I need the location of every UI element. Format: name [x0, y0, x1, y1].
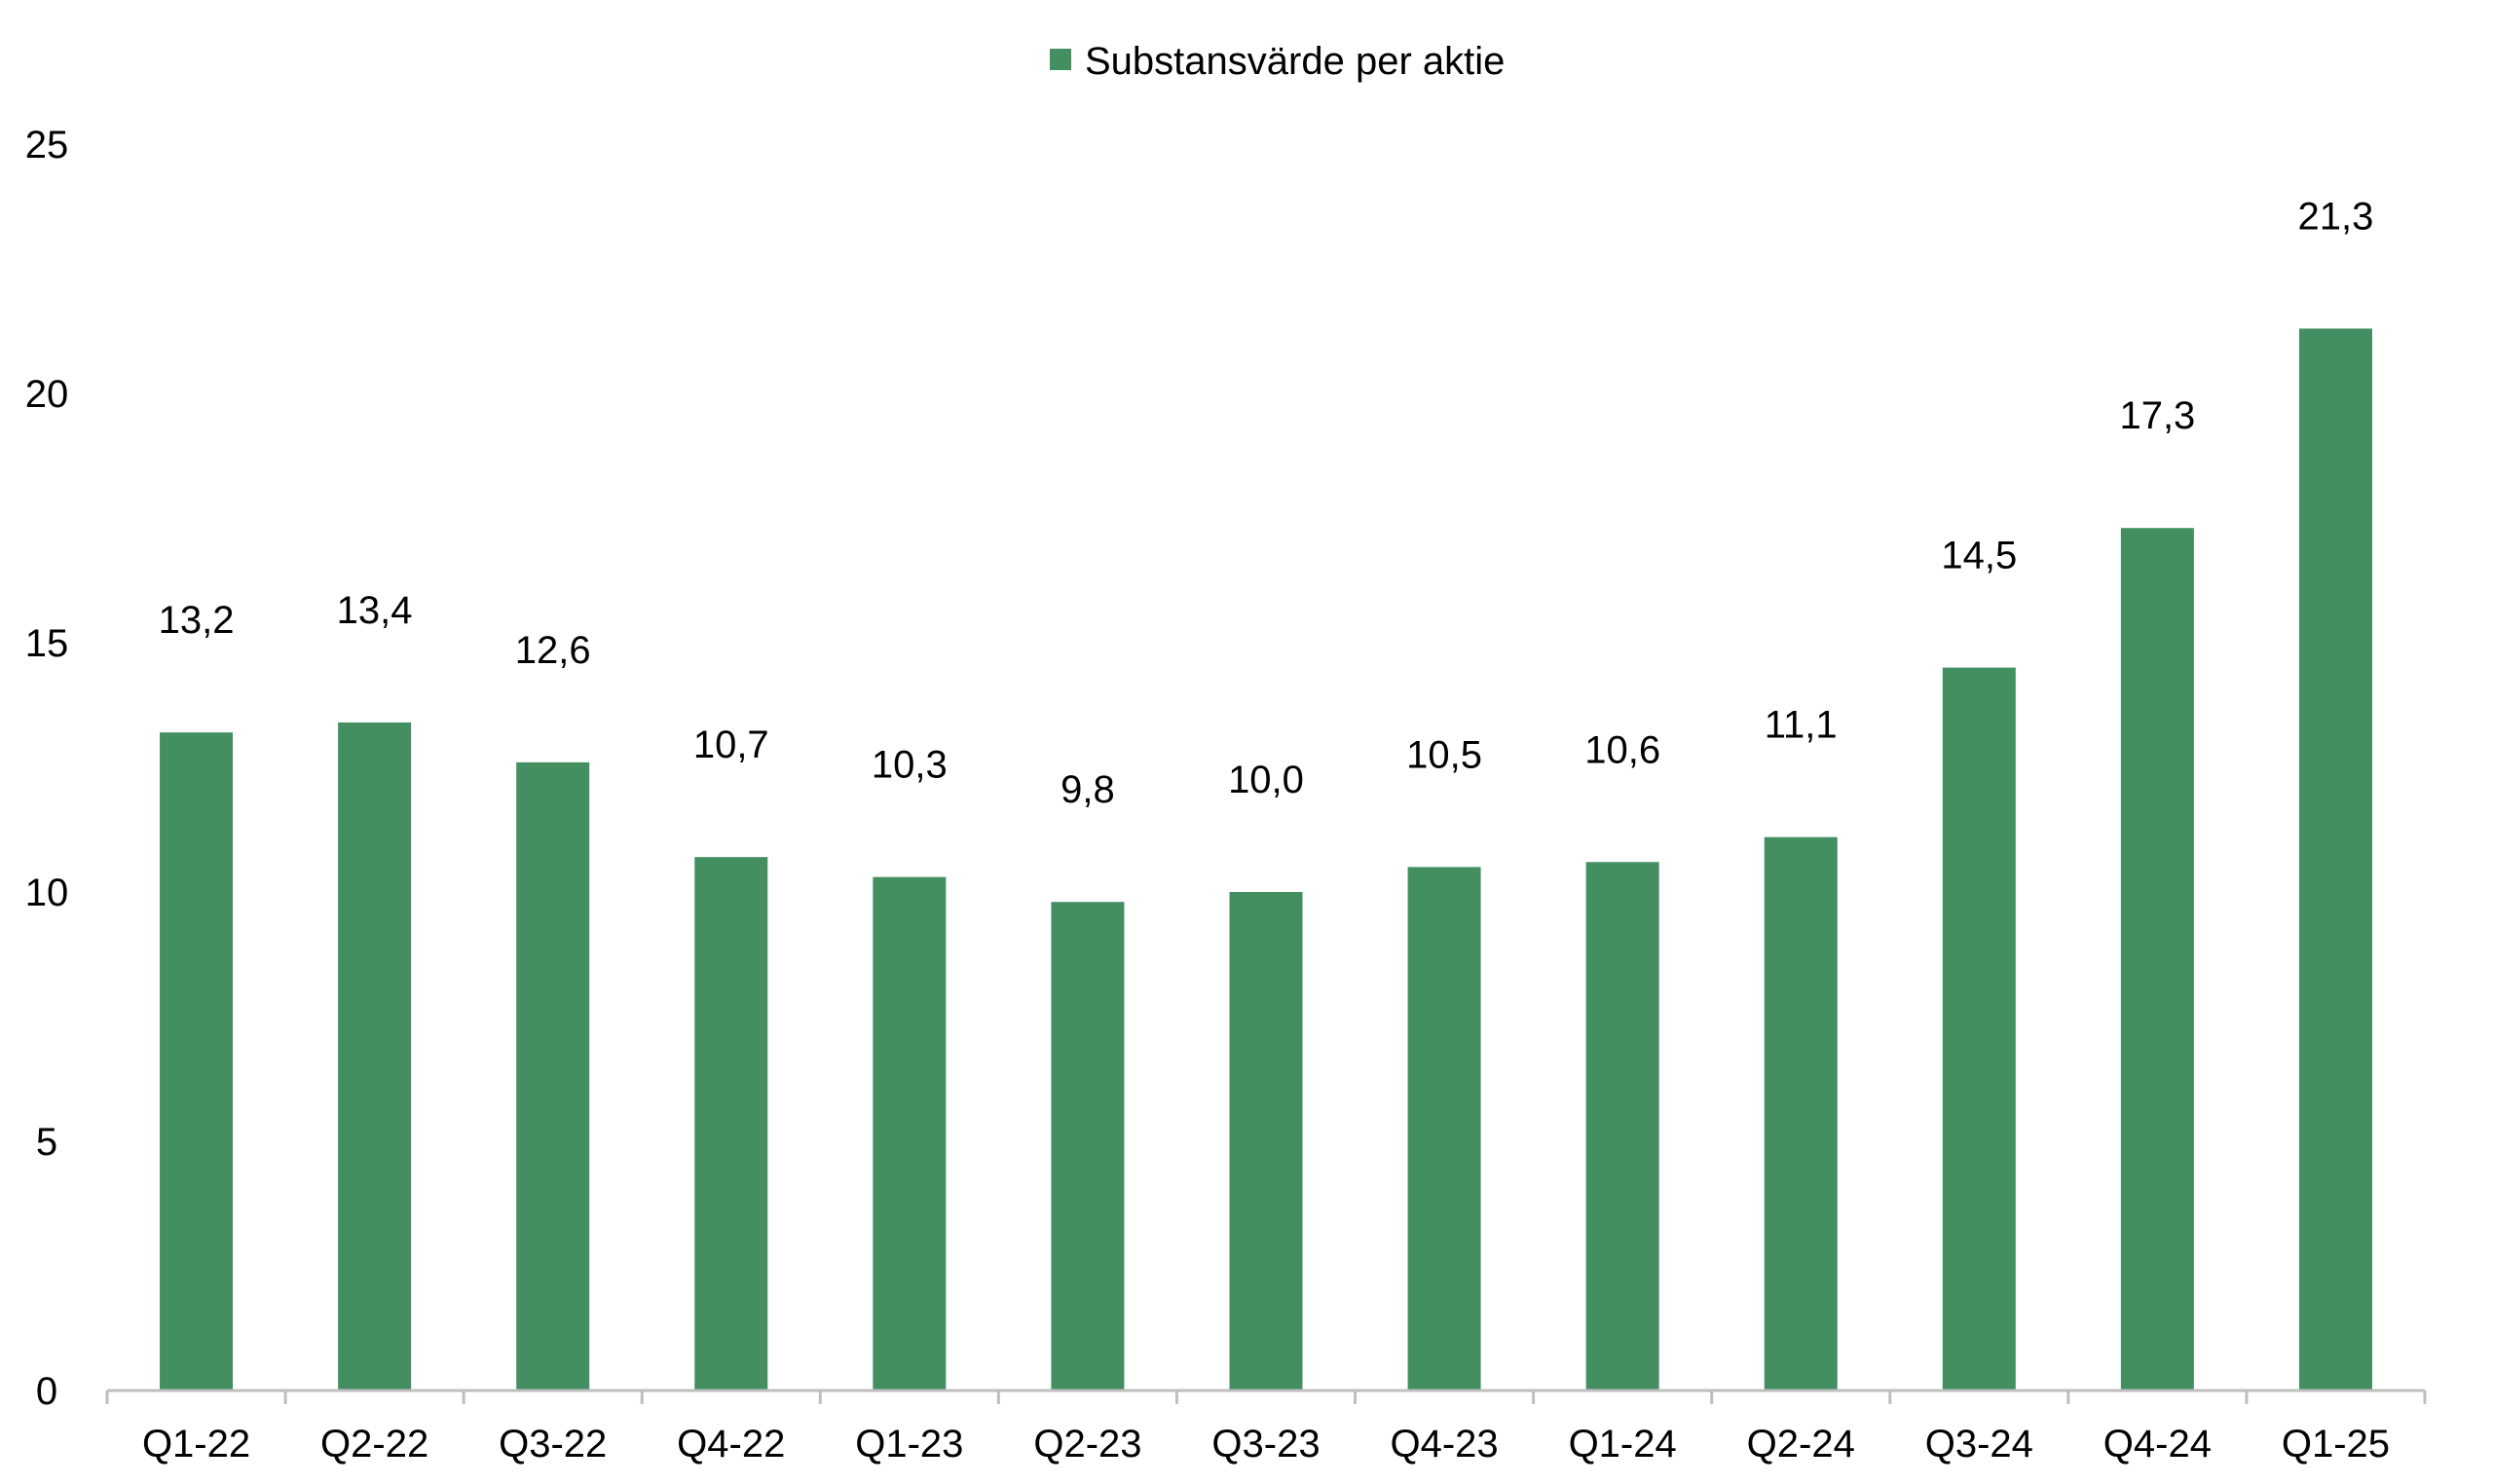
data-label: 13,4 [337, 589, 413, 632]
bar [873, 876, 947, 1391]
data-label: 10,7 [693, 723, 769, 766]
data-label: 10,6 [1584, 728, 1660, 771]
legend-label: Substansvärde per aktie [1085, 40, 1505, 83]
bar [1229, 892, 1303, 1391]
bar [1585, 862, 1659, 1391]
y-tick-label: 25 [25, 124, 69, 167]
data-label: 10,3 [872, 744, 948, 787]
bar [694, 857, 768, 1391]
bar [338, 722, 412, 1391]
data-label: 21,3 [2298, 195, 2374, 238]
x-tick-label: Q4-22 [677, 1423, 785, 1465]
data-label: 12,6 [515, 629, 591, 672]
x-tick-label: Q2-22 [320, 1423, 428, 1465]
x-tick-label: Q3-23 [1211, 1423, 1320, 1465]
bar [1051, 902, 1125, 1391]
y-tick-label: 15 [25, 622, 69, 665]
data-label: 13,2 [159, 599, 235, 642]
y-tick-label: 10 [25, 872, 69, 914]
data-label: 10,5 [1406, 733, 1482, 776]
bar [2298, 328, 2372, 1391]
x-tick-label: Q1-22 [142, 1423, 250, 1465]
data-label: 10,0 [1228, 759, 1304, 801]
bars [160, 328, 2372, 1391]
bar [2120, 528, 2194, 1391]
y-tick-label: 5 [36, 1121, 57, 1164]
x-tick-label: Q3-22 [499, 1423, 607, 1465]
y-axis: 0 5 10 15 20 25 [25, 124, 69, 1413]
legend-swatch [1050, 49, 1071, 70]
x-tick-label: Q1-23 [855, 1423, 963, 1465]
x-axis: Q1-22 Q2-22 Q3-22 Q4-22 Q1-23 Q2-23 Q3-23 Q4-23… [105, 1389, 2427, 1465]
y-tick-label: 0 [36, 1370, 57, 1413]
x-tick-label: Q2-24 [1747, 1423, 1855, 1465]
x-tick-label: Q1-25 [2282, 1423, 2390, 1465]
x-tick-label: Q4-23 [1390, 1423, 1498, 1465]
bar [516, 761, 590, 1391]
x-tick-label: Q2-23 [1033, 1423, 1141, 1465]
x-tick-label: Q1-24 [1569, 1423, 1677, 1465]
bar [1764, 836, 1838, 1391]
bar [1942, 667, 2016, 1391]
data-label: 14,5 [1941, 535, 2017, 577]
x-tick-label: Q4-24 [2103, 1423, 2212, 1465]
y-tick-label: 20 [25, 373, 69, 416]
data-label: 9,8 [1060, 768, 1115, 811]
data-label: 11,1 [1765, 704, 1838, 747]
legend: Substansvärde per aktie [1050, 40, 1505, 83]
bar [1407, 867, 1481, 1391]
data-labels: 13,2 13,4 12,6 10,7 10,3 9,8 10,0 10,5 10,6 11,1 1… [159, 195, 2374, 811]
data-label: 17,3 [2119, 394, 2195, 437]
bar [160, 732, 234, 1391]
x-tick-label: Q3-24 [1925, 1423, 2033, 1465]
